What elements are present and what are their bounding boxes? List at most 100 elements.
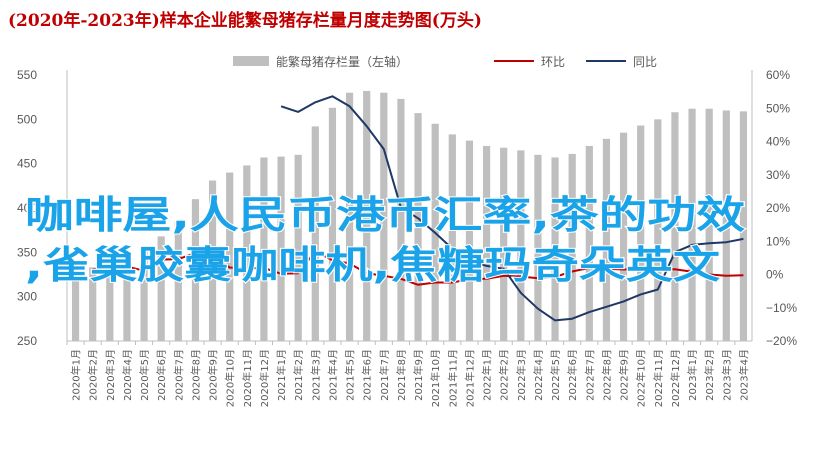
x-tick-label: 2020年8月 <box>189 349 202 401</box>
x-tick-label: 2020年12月 <box>258 349 271 407</box>
bar-25 <box>482 145 491 341</box>
bar-8 <box>191 199 200 341</box>
overlay-text-line-2: ,雀巢胶囊咖啡机,焦糖玛奇朵英文 <box>25 243 720 287</box>
bar-14 <box>294 154 302 341</box>
x-tick-label: 2022年1月 <box>481 349 494 401</box>
bar-35 <box>654 119 662 341</box>
left-tick-label: 400 <box>17 201 37 215</box>
bar-19 <box>380 92 388 341</box>
bar-31 <box>585 145 593 341</box>
right-tick-label: 60% <box>766 68 790 82</box>
bar-27 <box>517 150 525 341</box>
x-tick-label: 2022年8月 <box>600 349 613 401</box>
bar-series <box>71 90 748 342</box>
bar-26 <box>500 147 508 341</box>
x-tick-label: 2020年7月 <box>172 349 185 401</box>
right-tick-label: 30% <box>766 168 790 182</box>
bar-29 <box>551 157 559 341</box>
x-tick-label: 2022年4月 <box>532 349 545 401</box>
x-tick-label: 2021年6月 <box>361 349 374 401</box>
bar-2 <box>89 267 97 341</box>
bar-38 <box>705 108 713 342</box>
x-tick-label: 2023年2月 <box>703 349 716 401</box>
bar-13 <box>277 156 285 341</box>
x-tick-label: 2020年4月 <box>121 349 134 401</box>
overlay-text-line-1: 咖啡屋,人民币港币汇率,茶的功效 <box>25 193 745 237</box>
x-tick-label: 2021年7月 <box>378 349 391 401</box>
x-tick-label: 2021年1月 <box>275 349 288 401</box>
x-tick-label: 2023年4月 <box>737 349 750 401</box>
right-tick-label: −20% <box>766 334 797 348</box>
right-tick-label: 0% <box>766 268 784 282</box>
right-tick-label: 10% <box>766 234 790 248</box>
bar-21 <box>414 113 422 341</box>
x-tick-label: 2020年5月 <box>138 349 151 401</box>
x-tick-label: 2022年7月 <box>583 349 596 401</box>
right-tick-label: 20% <box>766 201 790 215</box>
bar-20 <box>397 98 405 341</box>
bar-10 <box>226 172 234 341</box>
left-tick-label: 450 <box>17 157 37 171</box>
bar-15 <box>311 126 319 341</box>
left-tick-label: 300 <box>17 290 37 304</box>
x-tick-label: 2021年3月 <box>309 349 322 401</box>
x-tick-label: 2021年8月 <box>395 349 408 401</box>
bar-4 <box>123 254 131 341</box>
bar-24 <box>465 140 474 341</box>
right-tick-label: −10% <box>766 301 797 315</box>
left-tick-label: 250 <box>17 334 37 348</box>
bar-12 <box>260 157 268 341</box>
x-tick-label: 2021年4月 <box>326 349 339 401</box>
x-tick-label: 2022年5月 <box>549 349 562 401</box>
x-tick-label: 2020年1月 <box>70 349 83 401</box>
x-tick-label: 2020年9月 <box>207 349 220 401</box>
x-tick-label: 2022年2月 <box>498 349 511 401</box>
bar-9 <box>208 180 217 341</box>
right-tick-label: 40% <box>766 135 790 149</box>
bar-28 <box>534 154 542 341</box>
bar-32 <box>602 138 611 341</box>
bar-33 <box>619 132 628 341</box>
right-tick-label: 50% <box>766 101 790 115</box>
x-tick-label: 2021年2月 <box>292 349 305 401</box>
x-tick-label: 2022年6月 <box>566 349 579 401</box>
x-tick-label: 2022年11月 <box>652 349 665 407</box>
bar-16 <box>328 107 337 341</box>
mom-line <box>92 250 744 286</box>
x-tick-label: 2020年10月 <box>224 349 237 407</box>
axes: 250 300 350 400 450 500 550 −20% −10% 0% 10% 20% 30%… <box>17 68 797 407</box>
legend: 能繁母猪存栏量（左轴） 环比 同比 <box>233 54 657 69</box>
x-tick-label: 2020年11月 <box>241 349 254 407</box>
x-tick-label: 2021年5月 <box>344 349 357 401</box>
legend-label-mom: 环比 <box>541 55 565 69</box>
bar-34 <box>637 125 645 341</box>
yoy-line <box>280 95 744 322</box>
overlay-text-group: 咖啡屋,人民币港币汇率,茶的功效 ,雀巢胶囊咖啡机,焦糖玛奇朵英文 <box>24 192 746 288</box>
x-tick-label: 2020年2月 <box>87 349 100 401</box>
bar-39 <box>722 110 730 341</box>
x-tick-label: 2021年11月 <box>446 349 459 407</box>
bar-18 <box>363 90 371 342</box>
x-tick-label: 2021年12月 <box>463 349 476 407</box>
line-series <box>92 95 744 322</box>
x-tick-label: 2020年6月 <box>155 349 168 401</box>
bar-30 <box>568 153 576 341</box>
left-tick-label: 500 <box>17 112 37 126</box>
x-tick-label: 2022年3月 <box>515 349 528 401</box>
bar-11 <box>243 165 251 341</box>
left-tick-label: 550 <box>17 68 37 82</box>
bar-5 <box>140 250 148 341</box>
x-tick-label: 2022年10月 <box>635 349 648 407</box>
bar-37 <box>688 108 696 342</box>
legend-label-yoy: 同比 <box>633 55 657 69</box>
bar-3 <box>106 261 114 341</box>
x-tick-label: 2020年3月 <box>104 349 117 401</box>
left-tick-label: 350 <box>17 245 37 259</box>
x-tick-label: 2023年3月 <box>720 349 733 401</box>
bar-6 <box>157 236 165 341</box>
legend-label-bar: 能繁母猪存栏量（左轴） <box>276 54 408 69</box>
bar-40 <box>739 111 748 341</box>
bar-23 <box>448 134 456 341</box>
bar-17 <box>345 92 354 341</box>
